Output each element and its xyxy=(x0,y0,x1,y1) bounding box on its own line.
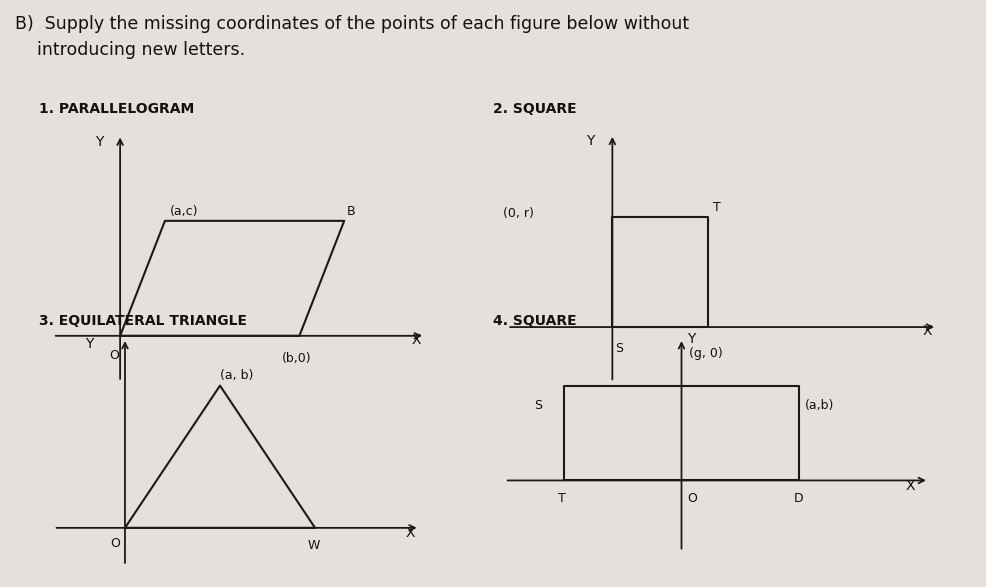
Text: X: X xyxy=(411,333,421,348)
Text: 3. EQUILATERAL TRIANGLE: 3. EQUILATERAL TRIANGLE xyxy=(39,313,247,328)
Text: 1. PARALLELOGRAM: 1. PARALLELOGRAM xyxy=(39,102,194,116)
Text: (g, 0): (g, 0) xyxy=(689,348,723,360)
Text: Y: Y xyxy=(85,337,93,350)
Text: (a,c): (a,c) xyxy=(170,205,198,218)
Text: X: X xyxy=(905,479,915,493)
Text: (a, b): (a, b) xyxy=(220,369,253,382)
Text: Y: Y xyxy=(586,134,595,148)
Text: (b,0): (b,0) xyxy=(281,352,312,365)
Text: (0, r): (0, r) xyxy=(503,207,533,220)
Text: B: B xyxy=(346,205,355,218)
Text: T: T xyxy=(558,492,566,505)
Text: X: X xyxy=(405,527,415,540)
Text: T: T xyxy=(713,201,721,214)
Text: D: D xyxy=(794,492,803,505)
Text: O: O xyxy=(108,349,118,362)
Text: (a,b): (a,b) xyxy=(806,399,834,412)
Text: 4. SQUARE: 4. SQUARE xyxy=(493,313,577,328)
Text: W: W xyxy=(308,539,320,552)
Text: Y: Y xyxy=(96,135,104,149)
Text: introducing new letters.: introducing new letters. xyxy=(15,41,245,59)
Text: O: O xyxy=(110,537,120,550)
Text: Y: Y xyxy=(687,332,696,346)
Text: X: X xyxy=(923,325,932,338)
Text: 2. SQUARE: 2. SQUARE xyxy=(493,102,577,116)
Text: O: O xyxy=(687,492,697,505)
Text: S: S xyxy=(614,342,623,355)
Text: S: S xyxy=(534,399,542,412)
Text: B)  Supply the missing coordinates of the points of each figure below without: B) Supply the missing coordinates of the… xyxy=(15,15,689,33)
